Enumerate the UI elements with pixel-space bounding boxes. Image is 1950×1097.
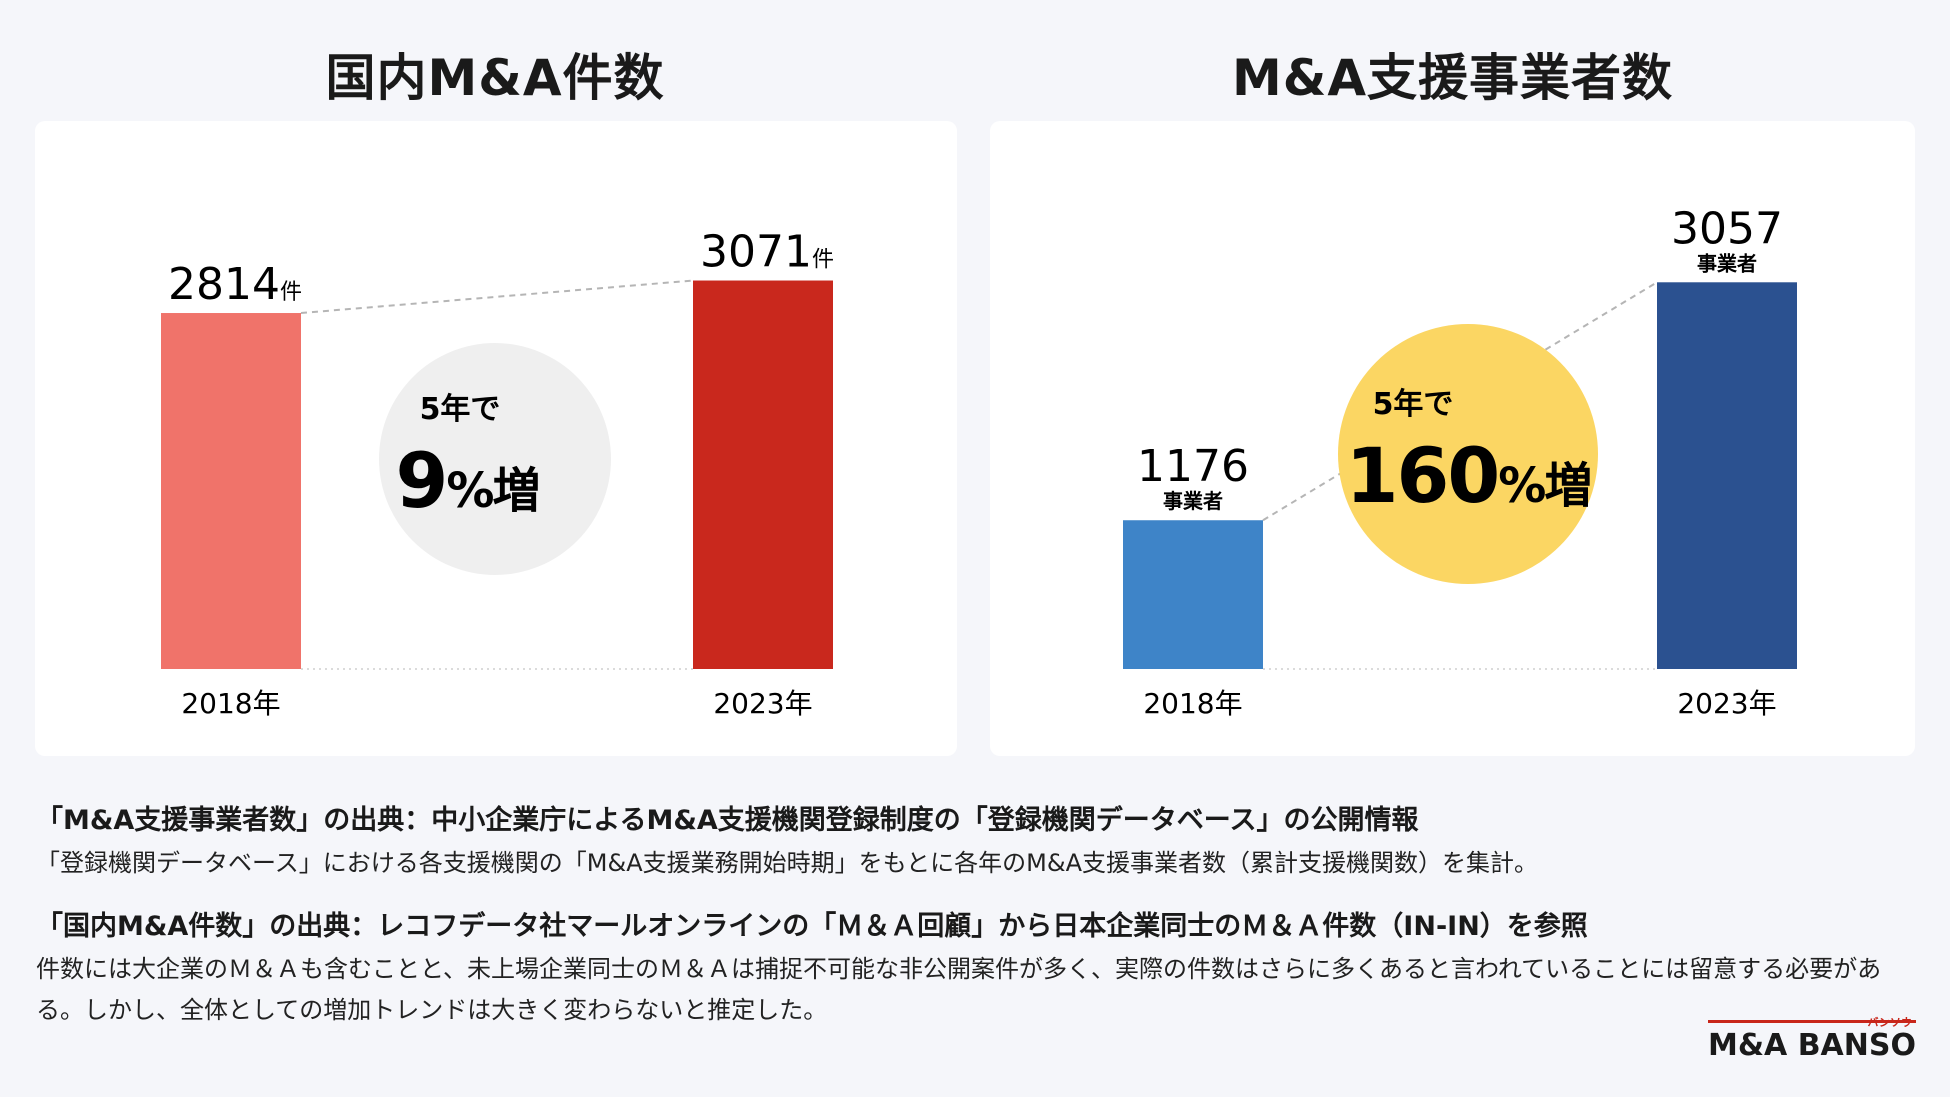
growth-bubble <box>379 343 611 575</box>
x-tick-label: 2018年 <box>1143 687 1242 720</box>
brand-logo: バンソウ M&A BANSO <box>1708 1016 1916 1063</box>
note-ma-deals: 「国内M&A件数」の出典：レコフデータ社マールオンラインの「Ｍ＆Ａ回顧」から日本… <box>36 904 1916 1031</box>
growth-value: 160%増 <box>1346 431 1591 520</box>
note-support-providers: 「M&A支援事業者数」の出典：中小企業庁によるM&A支援機関登録制度の「登録機関… <box>36 798 1916 884</box>
bar-2023年 <box>693 280 833 669</box>
logo-prefix: M&A <box>1708 1028 1788 1063</box>
bar-value-label: 1176 <box>1137 441 1249 492</box>
chart-panel-support-providers: 1176 事業者 3057 事業者 2018年 2023年 5年で 160%増 <box>990 121 1915 756</box>
growth-prefix: 5年で <box>1373 387 1454 422</box>
chart-title-support-providers: M&A支援事業者数 <box>1231 49 1674 107</box>
chart-title-ma-deals: 国内M&A件数 <box>325 49 665 107</box>
x-tick-label: 2018年 <box>181 687 280 720</box>
bar-2023年 <box>1657 282 1797 669</box>
x-tick-label: 2023年 <box>1677 687 1776 720</box>
bar-value-label: 3057 <box>1671 203 1783 254</box>
logo-brand: BANSO <box>1797 1028 1916 1063</box>
note-body: 件数には大企業のＭ＆Ａも含むことと、未上場企業同士のＭ＆Ａは捕捉不可能な非公開案… <box>36 955 1882 1024</box>
growth-bubble <box>1338 324 1598 584</box>
bar-value-label: 2814件 <box>168 259 302 310</box>
growth-suffix: %増 <box>446 463 538 519</box>
bar-unit-label: 事業者 <box>1697 251 1757 275</box>
x-tick-label: 2023年 <box>713 687 812 720</box>
logo-underline <box>1708 1020 1916 1023</box>
bar-unit: 件 <box>280 280 302 305</box>
connector-line <box>300 279 694 315</box>
bar-value-label: 3071件 <box>700 227 834 278</box>
source-notes: 「M&A支援事業者数」の出典：中小企業庁によるM&A支援機関登録制度の「登録機関… <box>36 798 1916 1051</box>
note-heading: 「M&A支援事業者数」の出典：中小企業庁によるM&A支援機関登録制度の「登録機関… <box>36 805 1419 836</box>
growth-prefix: 5年で <box>420 392 501 427</box>
note-heading: 「国内M&A件数」の出典：レコフデータ社マールオンラインの「Ｍ＆Ａ回顧」から日本… <box>36 911 1588 942</box>
bar-unit-label: 事業者 <box>1163 489 1223 513</box>
bar-unit: 件 <box>812 248 834 273</box>
bar-2018年 <box>1123 520 1263 669</box>
note-body: 「登録機関データベース」における各支援機関の「M&A支援業務開始時期」をもとに各… <box>36 849 1538 877</box>
growth-suffix: %増 <box>1498 458 1590 514</box>
bar-2018年 <box>161 313 301 669</box>
chart-panel-ma-deals: 2814件 3071件 2018年 2023年 5年で 9%増 <box>35 121 957 756</box>
